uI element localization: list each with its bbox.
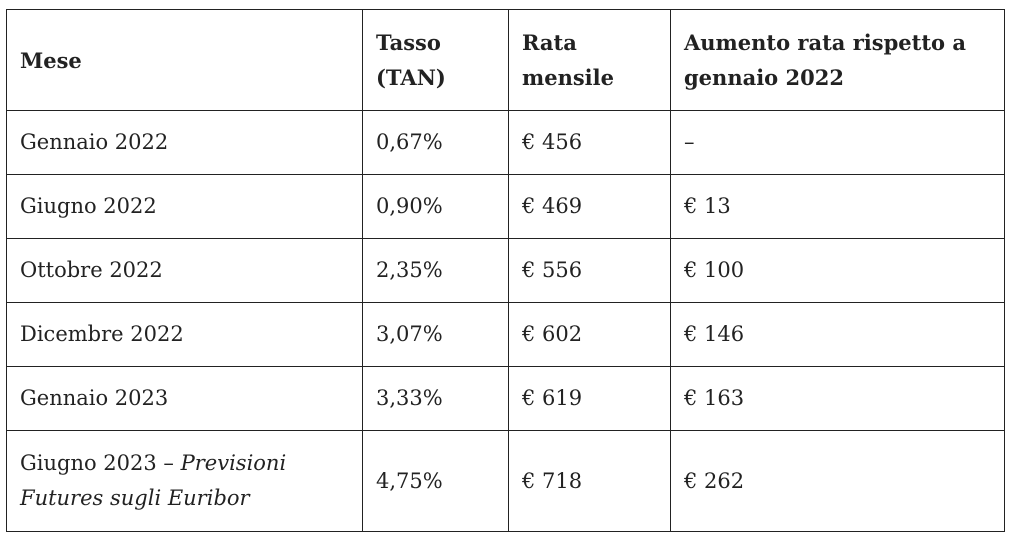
- cell-increase: € 100: [670, 238, 1005, 303]
- cell-rate: 3,33%: [362, 366, 509, 431]
- header-increase: Aumento rata rispetto a gennaio 2022: [670, 9, 1005, 111]
- header-rate: Tasso (TAN): [362, 9, 509, 111]
- cell-month: Giugno 2023 – Previsioni Futures sugli E…: [6, 430, 363, 532]
- cell-payment: € 718: [508, 430, 671, 532]
- cell-payment: € 469: [508, 174, 671, 239]
- cell-rate: 4,75%: [362, 430, 509, 532]
- header-payment-line1: Rata: [522, 30, 577, 55]
- cell-increase: € 13: [670, 174, 1005, 239]
- cell-payment: € 556: [508, 238, 671, 303]
- cell-rate: 3,07%: [362, 302, 509, 367]
- cell-increase: € 262: [670, 430, 1005, 532]
- cell-payment: € 619: [508, 366, 671, 431]
- header-increase-line2: gennaio 2022: [684, 65, 844, 90]
- table-row: Dicembre 2022 3,07% € 602 € 146: [6, 302, 1005, 367]
- cell-month: Gennaio 2023: [6, 366, 363, 431]
- header-month-label: Mese: [20, 47, 82, 73]
- header-month: Mese: [6, 9, 363, 111]
- cell-month: Dicembre 2022: [6, 302, 363, 367]
- cell-increase: –: [670, 110, 1005, 175]
- cell-payment: € 456: [508, 110, 671, 175]
- cell-month: Ottobre 2022: [6, 238, 363, 303]
- table-row: Gennaio 2022 0,67% € 456 –: [6, 110, 1005, 175]
- cell-increase: € 146: [670, 302, 1005, 367]
- cell-rate: 0,67%: [362, 110, 509, 175]
- cell-payment: € 602: [508, 302, 671, 367]
- table-row: Giugno 2022 0,90% € 469 € 13: [6, 174, 1005, 239]
- table-row: Ottobre 2022 2,35% € 556 € 100: [6, 238, 1005, 303]
- cell-rate: 2,35%: [362, 238, 509, 303]
- cell-rate: 0,90%: [362, 174, 509, 239]
- cell-month: Giugno 2022: [6, 174, 363, 239]
- header-increase-line1: Aumento rata rispetto a: [684, 30, 966, 55]
- cell-month-text: Giugno 2023 –: [20, 451, 181, 475]
- header-rate-line2: (TAN): [376, 65, 446, 90]
- header-rate-line1: Tasso: [376, 30, 441, 55]
- table-row: Gennaio 2023 3,33% € 619 € 163: [6, 366, 1005, 431]
- cell-increase: € 163: [670, 366, 1005, 431]
- header-payment: Rata mensile: [508, 9, 671, 111]
- table-header-row: Mese Tasso (TAN) Rata mensile Aumento rata…: [6, 9, 1005, 111]
- mortgage-rate-table: Mese Tasso (TAN) Rata mensile Aumento rata…: [6, 9, 1005, 532]
- cell-month: Gennaio 2022: [6, 110, 363, 175]
- table-row: Giugno 2023 – Previsioni Futures sugli E…: [6, 430, 1005, 532]
- header-payment-line2: mensile: [522, 65, 614, 90]
- cell-month-note: Previsioni Futures sugli Euribor: [20, 451, 287, 510]
